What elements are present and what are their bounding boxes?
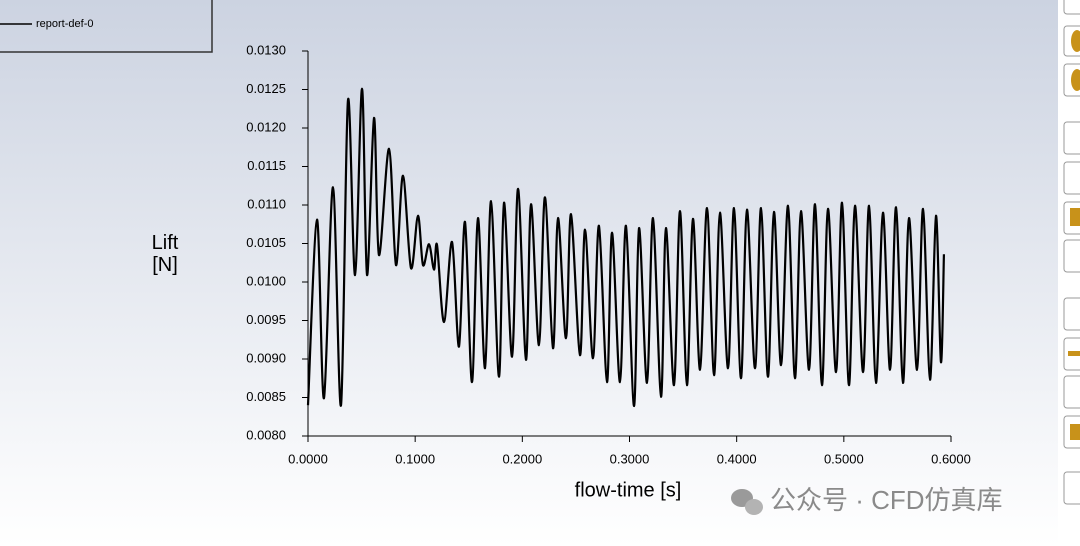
x-tick-label: 0.5000 bbox=[824, 451, 864, 466]
icon bbox=[1068, 351, 1080, 356]
tool-button[interactable] bbox=[1063, 239, 1080, 273]
y-tick-label: 0.0105 bbox=[246, 235, 286, 250]
tool-button[interactable] bbox=[1063, 121, 1080, 155]
x-tick-label: 0.1000 bbox=[395, 451, 435, 466]
tool-button[interactable] bbox=[1063, 0, 1080, 15]
icon bbox=[745, 499, 763, 515]
icon bbox=[1071, 30, 1080, 52]
y-tick-label: 0.0090 bbox=[246, 350, 286, 365]
icon bbox=[1070, 424, 1080, 440]
y-tick-label: 0.0110 bbox=[247, 196, 286, 211]
y-tick-label: 0.0085 bbox=[246, 389, 286, 404]
x-tick-label: 0.6000 bbox=[931, 451, 971, 466]
y-axis-label: Lift [N] bbox=[151, 232, 179, 276]
y-tick-label: 0.0115 bbox=[247, 158, 286, 173]
legend-label: report-def-0 bbox=[36, 18, 93, 30]
tool-button[interactable] bbox=[1063, 471, 1080, 505]
toolbar-icons bbox=[1068, 30, 1080, 440]
x-tick-label: 0.2000 bbox=[502, 451, 542, 466]
legend-box bbox=[0, 0, 213, 53]
icon bbox=[1071, 69, 1080, 91]
watermark: 公众号 · CFD仿真库 bbox=[770, 485, 1003, 515]
y-tick-label: 0.0130 bbox=[246, 42, 286, 57]
y-tick-label: 0.0100 bbox=[246, 273, 286, 288]
y-tick-label: 0.0125 bbox=[246, 81, 286, 96]
icon bbox=[1070, 208, 1080, 226]
y-tick-label: 0.0080 bbox=[246, 427, 286, 442]
watermark-icon bbox=[731, 489, 763, 515]
x-tick-label: 0.3000 bbox=[610, 451, 650, 466]
tool-button[interactable] bbox=[1063, 161, 1080, 195]
series-line bbox=[306, 87, 946, 408]
tool-button[interactable] bbox=[1063, 297, 1080, 331]
x-axis-label: flow-time [s] bbox=[575, 479, 682, 501]
tool-button[interactable] bbox=[1063, 375, 1080, 409]
x-tick-label: 0.4000 bbox=[717, 451, 757, 466]
y-tick-label: 0.0120 bbox=[246, 119, 286, 134]
x-tick-label: 0.0000 bbox=[288, 451, 328, 466]
y-tick-label: 0.0095 bbox=[246, 312, 286, 327]
